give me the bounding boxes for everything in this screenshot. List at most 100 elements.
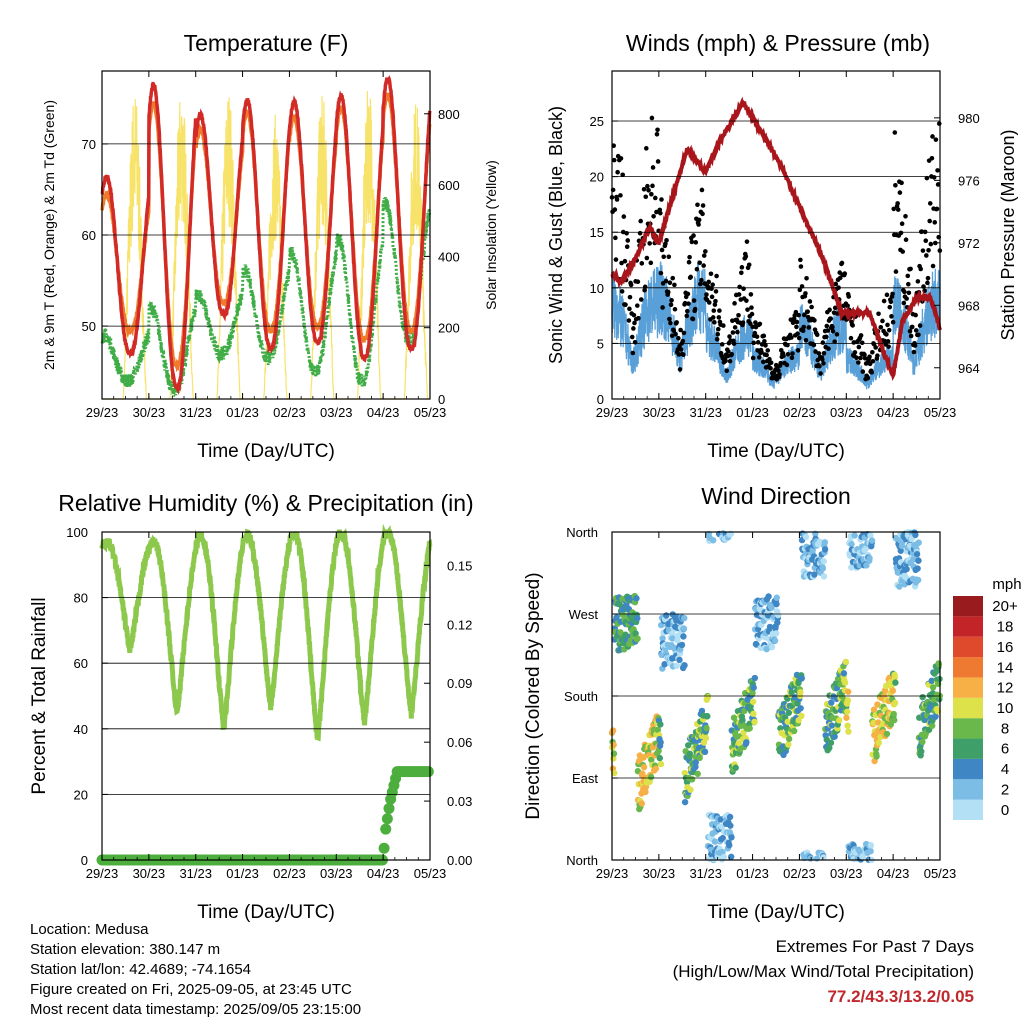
gust-point bbox=[639, 297, 644, 302]
gust-point bbox=[885, 323, 890, 328]
gust-point bbox=[687, 260, 692, 265]
pressure-y-tick-label: 980 bbox=[958, 111, 980, 126]
gust-point bbox=[849, 336, 854, 341]
gust-point bbox=[658, 211, 663, 216]
direction-point bbox=[836, 717, 842, 723]
winds-y-tick-label: 20 bbox=[590, 170, 604, 185]
direction-point bbox=[828, 699, 834, 705]
gust-point bbox=[711, 308, 716, 313]
gust-point bbox=[615, 170, 620, 175]
gust-point bbox=[618, 193, 623, 198]
humidity-x-tick-label: 29/23 bbox=[86, 866, 119, 881]
humidity-line bbox=[102, 532, 430, 740]
gust-point bbox=[710, 282, 715, 287]
gust-point bbox=[857, 345, 862, 350]
gust-point bbox=[900, 221, 905, 226]
gust-point bbox=[815, 332, 820, 337]
temperature-x-tick-label: 31/23 bbox=[179, 405, 212, 420]
gust-point bbox=[636, 316, 641, 321]
gust-point bbox=[926, 248, 931, 253]
gust-point bbox=[612, 158, 617, 163]
gust-point bbox=[731, 330, 736, 335]
temperature-x-tick-label: 29/23 bbox=[86, 405, 119, 420]
gust-point bbox=[869, 370, 874, 375]
gust-point bbox=[926, 276, 931, 281]
gust-point bbox=[859, 333, 864, 338]
winds-x-tick-label: 29/23 bbox=[596, 405, 629, 420]
gust-point bbox=[916, 333, 921, 338]
winds-x-tick-label: 05/23 bbox=[924, 405, 957, 420]
gust-point bbox=[701, 263, 706, 268]
legend-label: 16 bbox=[997, 639, 1014, 656]
gust-point bbox=[710, 295, 715, 300]
direction-point bbox=[648, 774, 654, 780]
gust-point bbox=[666, 254, 671, 259]
humidity-x-tick-label: 31/23 bbox=[179, 866, 212, 881]
gust-point bbox=[751, 341, 756, 346]
direction-title: Wind Direction bbox=[701, 483, 851, 509]
direction-point bbox=[695, 771, 701, 777]
gust-point bbox=[659, 271, 664, 276]
gust-point bbox=[756, 340, 761, 345]
direction-point bbox=[704, 713, 710, 719]
gust-point bbox=[716, 327, 721, 332]
direction-point bbox=[844, 708, 850, 714]
direction-x-tick-label: 29/23 bbox=[596, 866, 629, 881]
direction-point bbox=[903, 566, 909, 572]
legend-swatch bbox=[953, 739, 983, 759]
gust-point bbox=[935, 207, 940, 212]
direction-point bbox=[663, 612, 669, 618]
gust-point bbox=[886, 339, 891, 344]
gust-point bbox=[727, 334, 732, 339]
gust-point bbox=[613, 207, 618, 212]
direction-point bbox=[890, 688, 896, 694]
direction-point bbox=[634, 615, 640, 621]
direction-point bbox=[785, 741, 791, 747]
gust-point bbox=[932, 220, 937, 225]
direction-point bbox=[803, 534, 809, 540]
gust-point bbox=[887, 328, 892, 333]
gust-point bbox=[668, 280, 673, 285]
direction-point bbox=[733, 765, 739, 771]
gust-point bbox=[695, 202, 700, 207]
gust-point bbox=[650, 184, 655, 189]
gust-point bbox=[828, 316, 833, 321]
figure-canvas: 29/23 30/23 31/23 01/23 02/23 03/23 04/23 05/23… bbox=[0, 0, 1024, 1024]
gust-point bbox=[905, 274, 910, 279]
gust-point bbox=[735, 330, 740, 335]
gust-point bbox=[661, 255, 666, 260]
direction-point bbox=[919, 739, 925, 745]
direction-point bbox=[814, 855, 820, 861]
legend-swatch bbox=[953, 718, 983, 738]
solar-y-tick-label: 800 bbox=[438, 107, 460, 122]
created-text: Figure created on Fri, 2025-09-05, at 23… bbox=[30, 980, 361, 1000]
legend-label: 8 bbox=[1001, 720, 1009, 737]
direction-x-tick-label: 02/23 bbox=[783, 866, 816, 881]
gust-point bbox=[638, 219, 643, 224]
direction-point bbox=[821, 558, 827, 564]
gust-point bbox=[873, 345, 878, 350]
gust-point bbox=[856, 360, 861, 365]
direction-point bbox=[658, 761, 664, 767]
direction-point bbox=[828, 740, 834, 746]
direction-xlabel: Time (Day/UTC) bbox=[707, 902, 845, 923]
direction-point bbox=[843, 659, 849, 665]
gust-point bbox=[904, 237, 909, 242]
humidity-y-tick-label: 60 bbox=[74, 656, 88, 671]
gust-point bbox=[902, 301, 907, 306]
winds-ylabel-right: Station Pressure (Maroon) bbox=[998, 129, 1018, 340]
direction-point bbox=[682, 799, 688, 805]
gust-point bbox=[912, 350, 917, 355]
gust-point bbox=[900, 249, 905, 254]
winds-title: Winds (mph) & Pressure (mb) bbox=[626, 30, 930, 56]
gust-point bbox=[697, 218, 702, 223]
gust-point bbox=[930, 156, 935, 161]
gust-point bbox=[812, 318, 817, 323]
pressure-y-tick-label: 968 bbox=[958, 298, 980, 313]
gust-point bbox=[880, 319, 885, 324]
direction-ylabel-left: Direction (Colored By Speed) bbox=[523, 572, 544, 819]
gust-point bbox=[715, 337, 720, 342]
gust-point bbox=[824, 335, 829, 340]
humidity-ylabel-left: Percent & Total Rainfall bbox=[29, 597, 50, 794]
gust-point bbox=[750, 312, 755, 317]
